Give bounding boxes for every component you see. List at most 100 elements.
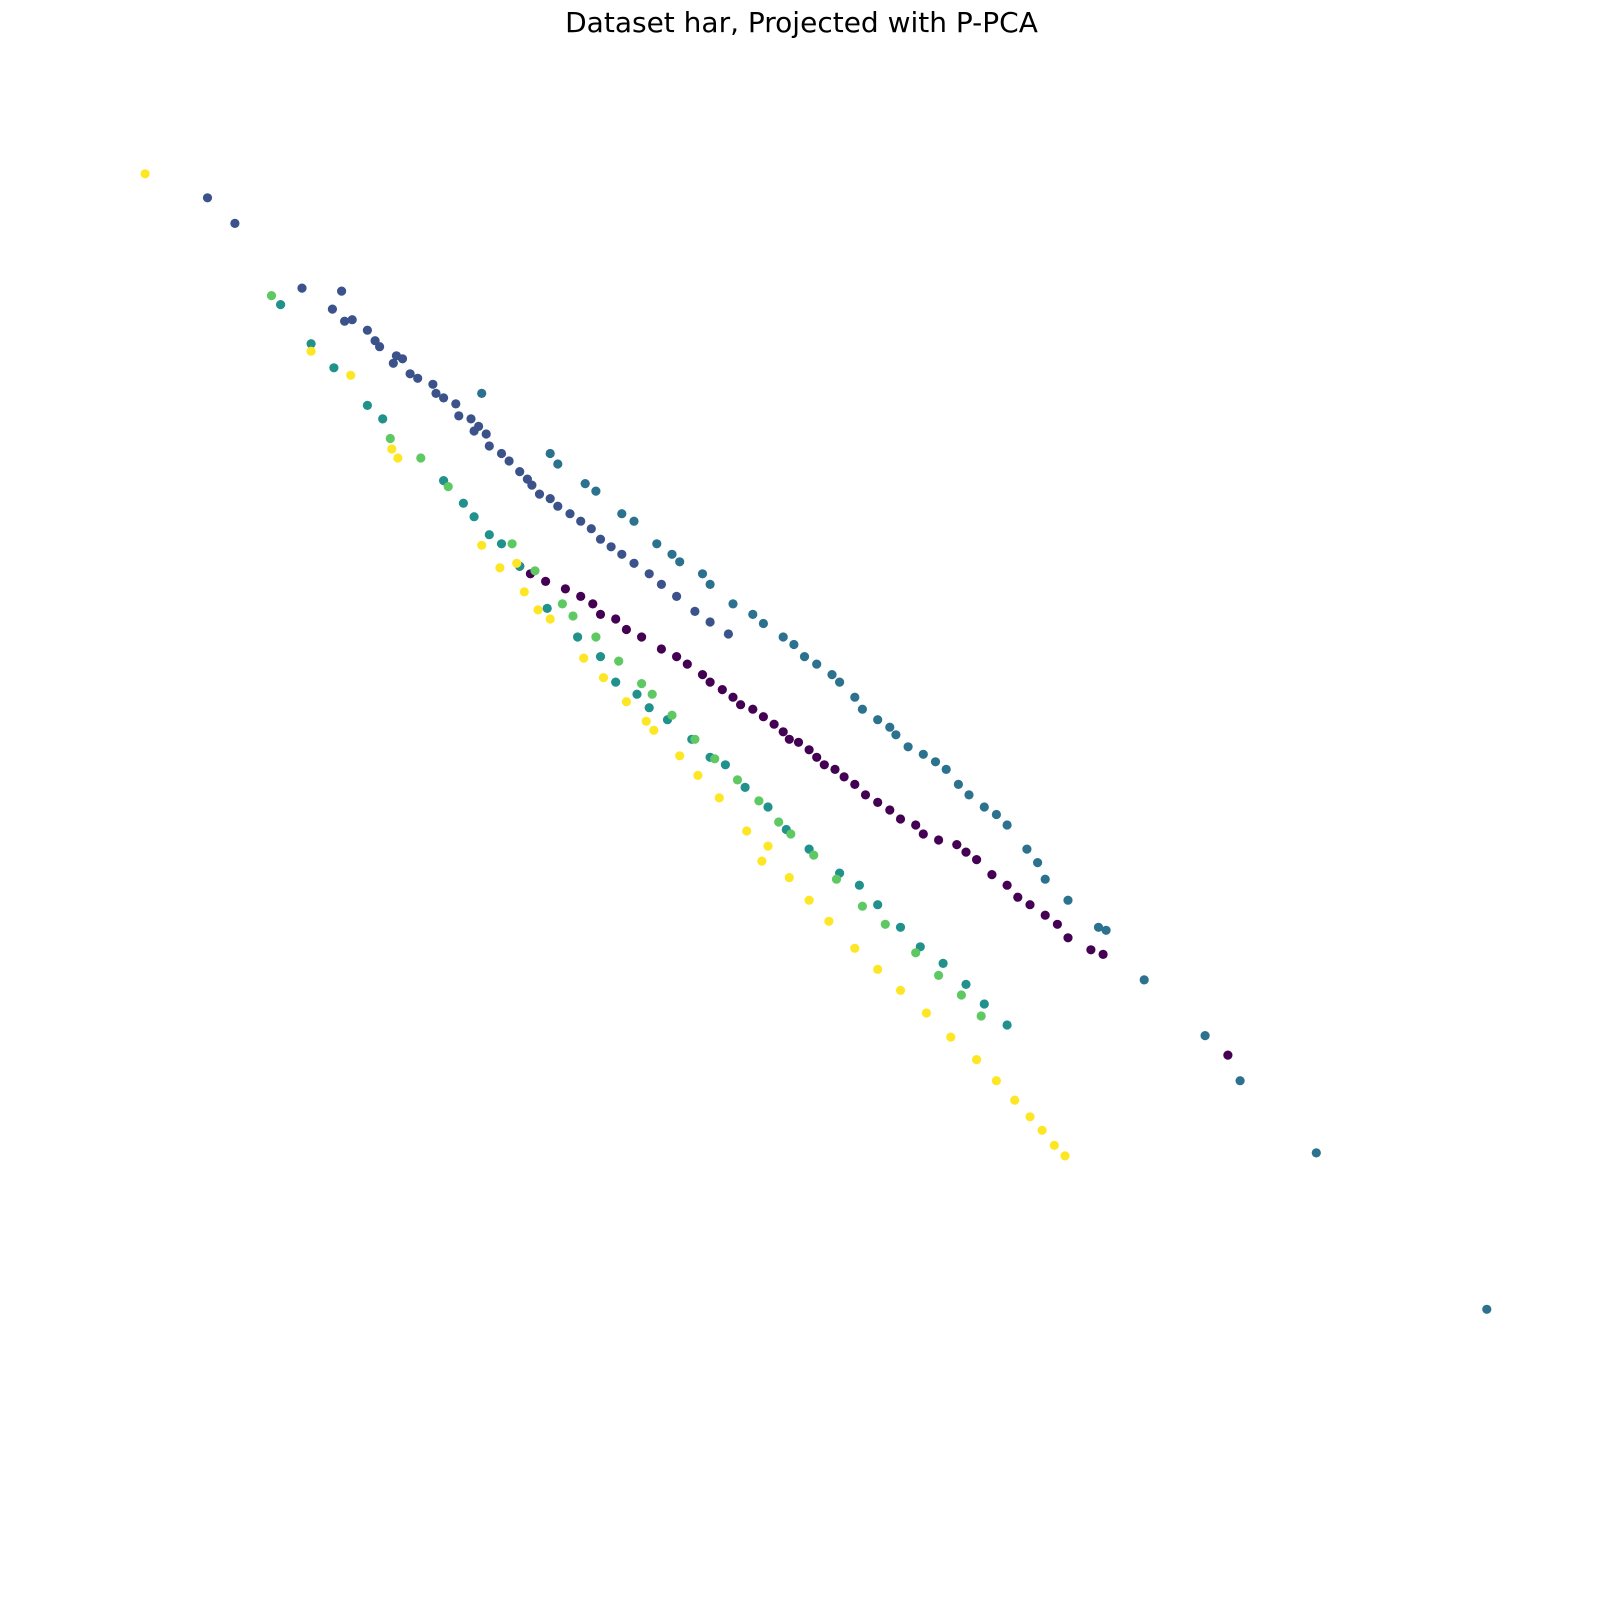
scatter-point-class-3-32 xyxy=(979,999,989,1009)
scatter-point-class-0-31 xyxy=(873,797,883,808)
scatter-point-class-0-8 xyxy=(621,624,632,635)
scatter-point-class-1-16 xyxy=(431,388,441,398)
scatter-point-class-2-26 xyxy=(903,742,913,752)
scatter-point-class-5-32 xyxy=(1010,1095,1020,1105)
scatter-point-class-5-29 xyxy=(946,1032,956,1042)
scatter-point-class-0-41 xyxy=(1002,880,1012,890)
scatter-point-class-0-17 xyxy=(736,700,746,710)
scatter-point-class-3-11 xyxy=(542,603,552,614)
scatter-point-class-0-32 xyxy=(885,805,895,815)
scatter-point-class-5-15 xyxy=(649,725,659,735)
scatter-point-class-4-25 xyxy=(956,990,967,1000)
scatter-point-class-4-15 xyxy=(732,775,743,785)
scatter-point-class-1-36 xyxy=(595,534,606,544)
scatter-point-class-1-5 xyxy=(340,316,350,326)
scatter-point-class-4-22 xyxy=(880,919,890,929)
scatter-point-class-0-10 xyxy=(656,644,667,654)
scatter-point-class-4-5 xyxy=(530,566,540,576)
scatter-point-class-0-46 xyxy=(1063,933,1073,943)
scatter-point-class-2-39 xyxy=(1093,922,1104,932)
scatter-point-class-0-7 xyxy=(611,614,621,624)
scatter-point-class-0-30 xyxy=(860,790,871,800)
scatter-point-class-3-7 xyxy=(469,512,479,522)
scatter-point-class-1-23 xyxy=(481,429,491,439)
scatter-point-class-1-41 xyxy=(656,579,667,590)
chart-title: Dataset har, Projected with P-PCA xyxy=(565,6,1038,39)
scatter-point-class-1-11 xyxy=(397,354,408,364)
scatter-point-class-3-9 xyxy=(496,539,507,549)
scatter-point-class-2-25 xyxy=(891,730,901,740)
scatter-point-class-4-23 xyxy=(911,948,921,958)
scatter-point-class-2-2 xyxy=(553,459,563,469)
scatter-point-class-5-10 xyxy=(545,614,555,624)
scatter-point-class-0-12 xyxy=(682,659,692,669)
scatter-point-class-5-23 xyxy=(804,895,814,905)
scatter-point-class-2-0 xyxy=(477,388,487,398)
scatter-point-class-3-2 xyxy=(329,363,339,373)
scatter-point-class-2-41 xyxy=(1139,975,1149,985)
scatter-point-class-3-0 xyxy=(276,300,286,310)
scatter-point-class-3-30 xyxy=(938,958,948,969)
scatter-point-class-0-21 xyxy=(778,727,788,737)
scatter-point-class-5-20 xyxy=(763,841,773,851)
scatter-point-class-0-23 xyxy=(793,737,804,747)
scatter-point-class-1-26 xyxy=(504,456,514,466)
scatter-point-class-5-5 xyxy=(477,540,487,550)
scatter-point-class-1-38 xyxy=(617,549,627,559)
scatter-point-class-1-34 xyxy=(576,516,586,526)
scatter-point-class-2-3 xyxy=(580,479,590,489)
scatter-point-class-4-21 xyxy=(857,901,868,911)
scatter-point-class-1-42 xyxy=(672,591,682,602)
scatter-point-class-0-3 xyxy=(560,584,571,594)
scatter-point-class-4-10 xyxy=(637,679,647,689)
scatter-point-class-5-19 xyxy=(742,826,752,836)
scatter-point-class-5-8 xyxy=(519,587,529,597)
scatter-point-class-1-20 xyxy=(466,414,476,424)
scatter-point-class-1-44 xyxy=(705,617,715,627)
scatter-point-class-0-2 xyxy=(541,576,551,587)
scatter-point-class-0-26 xyxy=(819,760,829,770)
scatter-point-class-5-35 xyxy=(1049,1140,1059,1150)
scatter-point-class-2-19 xyxy=(827,670,837,680)
scatter-point-class-4-8 xyxy=(591,632,601,642)
scatter-point-class-0-11 xyxy=(672,652,682,662)
scatter-point-class-5-14 xyxy=(641,716,651,726)
scatter-point-class-5-28 xyxy=(921,1008,932,1018)
scatter-point-class-5-26 xyxy=(873,964,883,975)
scatter-point-class-4-9 xyxy=(614,656,624,666)
scatter-point-class-0-16 xyxy=(728,692,738,702)
scatter-point-class-2-44 xyxy=(1311,1148,1321,1158)
scatter-point-class-0-37 xyxy=(952,840,962,850)
scatter-point-class-1-6 xyxy=(347,315,357,325)
scatter-point-class-2-9 xyxy=(675,557,685,567)
scatter-point-class-4-11 xyxy=(647,689,657,699)
scatter-point-class-0-49 xyxy=(1223,1050,1233,1060)
scatter-point-class-3-28 xyxy=(895,922,906,932)
scatter-point-class-2-38 xyxy=(1063,895,1073,905)
scatter-point-class-5-16 xyxy=(675,751,685,761)
scatter-point-class-0-28 xyxy=(839,772,849,782)
scatter-point-class-1-4 xyxy=(327,304,337,314)
scatter-point-class-1-2 xyxy=(297,283,307,293)
scatter-point-class-1-25 xyxy=(496,448,507,459)
scatter-point-class-3-12 xyxy=(573,632,583,642)
scatter-point-class-1-40 xyxy=(644,569,654,579)
scatter-point-class-5-18 xyxy=(714,793,724,803)
scatter-point-class-0-9 xyxy=(637,632,647,642)
scatter-point-class-5-21 xyxy=(757,856,767,866)
scatter-point-class-2-40 xyxy=(1101,925,1111,935)
scatter-point-class-3-8 xyxy=(484,530,494,540)
scatter-point-class-1-45 xyxy=(723,629,734,639)
scatter-point-class-1-29 xyxy=(527,480,537,490)
scatter-point-class-0-15 xyxy=(717,685,727,695)
scatter-point-class-3-31 xyxy=(961,979,971,990)
scatter-point-class-2-18 xyxy=(812,659,822,669)
scatter-point-class-4-26 xyxy=(976,1011,986,1021)
scatter-point-class-4-12 xyxy=(667,710,677,720)
scatter-point-class-1-15 xyxy=(428,379,438,389)
scatter-point-class-0-44 xyxy=(1040,910,1050,920)
scatter-point-class-2-11 xyxy=(705,579,715,590)
scatter-point-class-0-19 xyxy=(758,712,769,722)
scatter-point-class-5-36 xyxy=(1060,1151,1070,1161)
scatter-point-class-2-30 xyxy=(953,779,964,790)
